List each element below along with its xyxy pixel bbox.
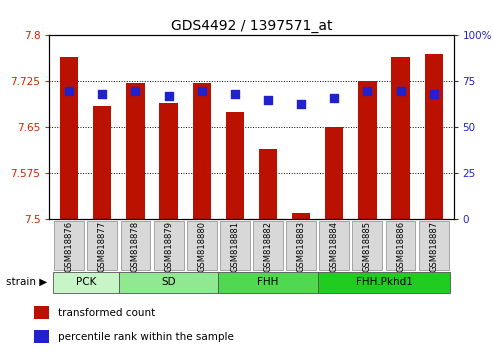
Text: PCK: PCK [75,277,96,287]
Text: GSM818877: GSM818877 [98,221,107,272]
Point [132,88,140,93]
FancyBboxPatch shape [352,221,382,270]
Point [396,88,404,93]
Bar [226,112,244,219]
FancyBboxPatch shape [419,221,449,270]
Bar [325,127,344,219]
Bar [159,103,177,219]
Bar [292,213,310,219]
FancyBboxPatch shape [54,221,84,270]
Text: GSM818887: GSM818887 [429,221,438,272]
FancyBboxPatch shape [121,221,150,270]
Text: strain ▶: strain ▶ [5,277,47,287]
Bar [259,149,277,219]
Bar [34,330,49,343]
Point [99,91,106,97]
Point [297,101,305,106]
Text: GSM818886: GSM818886 [396,221,405,272]
Point [264,97,272,103]
Text: GSM818882: GSM818882 [263,221,273,272]
Title: GDS4492 / 1397571_at: GDS4492 / 1397571_at [171,19,332,33]
Point [231,91,239,97]
Text: GSM818879: GSM818879 [164,221,173,272]
FancyBboxPatch shape [87,221,117,270]
Bar [424,54,443,219]
Point [65,88,73,93]
Bar [126,83,144,219]
FancyBboxPatch shape [187,221,216,270]
Text: SD: SD [161,277,176,287]
Point [330,95,338,101]
FancyBboxPatch shape [154,221,183,270]
Bar [317,272,450,293]
Point [165,93,173,99]
Bar [53,272,119,293]
Bar [358,81,377,219]
Text: GSM818876: GSM818876 [65,221,73,272]
FancyBboxPatch shape [386,221,416,270]
Bar [193,83,211,219]
Text: FHH: FHH [257,277,279,287]
Text: GSM818885: GSM818885 [363,221,372,272]
FancyBboxPatch shape [319,221,349,270]
Bar [34,306,49,319]
Text: percentile rank within the sample: percentile rank within the sample [58,332,234,342]
Bar [60,57,78,219]
FancyBboxPatch shape [253,221,283,270]
Text: GSM818881: GSM818881 [230,221,240,272]
FancyBboxPatch shape [286,221,316,270]
Text: GSM818880: GSM818880 [197,221,206,272]
Point [363,88,371,93]
FancyBboxPatch shape [220,221,250,270]
Text: GSM818878: GSM818878 [131,221,140,272]
Bar [391,57,410,219]
Text: GSM818883: GSM818883 [297,221,306,272]
Bar [218,272,317,293]
Text: FHH.Pkhd1: FHH.Pkhd1 [355,277,413,287]
Point [198,88,206,93]
Point [430,91,438,97]
Bar [93,106,111,219]
Bar [119,272,218,293]
Text: transformed count: transformed count [58,308,155,318]
Text: GSM818884: GSM818884 [330,221,339,272]
